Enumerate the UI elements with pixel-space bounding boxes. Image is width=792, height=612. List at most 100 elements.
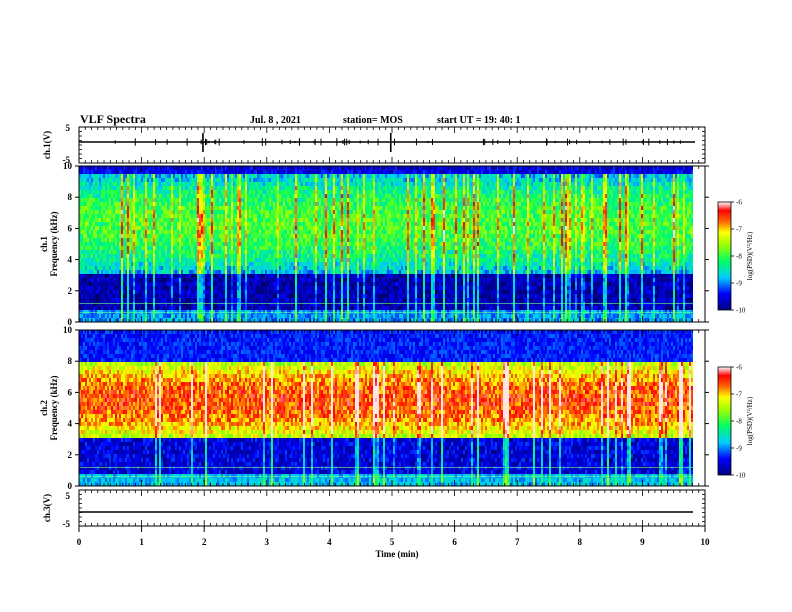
spectrogram-cell	[313, 226, 315, 230]
spectrogram-cell	[251, 242, 253, 246]
spectrogram-cell	[207, 298, 209, 302]
spectrogram-cell	[205, 278, 207, 282]
spectrogram-cell	[281, 190, 283, 194]
spectrogram-cell	[145, 166, 147, 170]
spectrogram-cell	[281, 286, 283, 290]
spectrogram-cell	[307, 182, 309, 186]
spectrogram-cell	[215, 246, 217, 250]
spectrogram-cell	[299, 258, 301, 262]
spectrogram-cell	[285, 310, 287, 314]
spectrogram-cell	[311, 218, 313, 222]
spectrogram-cell	[89, 278, 91, 282]
spectrogram-cell	[289, 174, 291, 178]
spectrogram-cell	[165, 174, 167, 178]
spectrogram-cell	[157, 302, 159, 306]
spectrogram-cell	[311, 290, 313, 294]
spectrogram-cell	[259, 302, 261, 306]
spectrogram-cell	[205, 266, 207, 270]
spectrogram-cell	[107, 274, 109, 278]
spectrogram-cell	[281, 234, 283, 238]
spectrogram-cell	[129, 254, 131, 258]
spectrogram-cell	[293, 218, 295, 222]
spectrogram-cell	[89, 178, 91, 182]
spectrogram-cell	[79, 178, 81, 182]
spectrogram-cell	[189, 298, 191, 302]
spectrogram-cell	[287, 266, 289, 270]
spectrogram-cell	[131, 202, 133, 206]
spectrogram-cell	[113, 246, 115, 250]
spectrogram-cell	[97, 214, 99, 218]
spectrogram-cell	[285, 278, 287, 282]
spectrogram-cell	[315, 222, 317, 226]
spectrogram-cell	[175, 314, 177, 318]
spectrogram-cell	[217, 274, 219, 278]
spectrogram-cell	[89, 310, 91, 314]
spectrogram-cell	[257, 186, 259, 190]
spectrogram-cell	[255, 178, 257, 182]
spectrogram-cell	[191, 302, 193, 306]
spectrogram-cell	[271, 266, 273, 270]
spectrogram-cell	[191, 282, 193, 286]
spectrogram-cell	[157, 278, 159, 282]
spectrogram-cell	[99, 270, 101, 274]
spectrogram-cell	[217, 182, 219, 186]
spectrogram-cell	[129, 214, 131, 218]
spectrogram-cell	[293, 274, 295, 278]
spectrogram-cell	[237, 222, 239, 226]
spectrogram-cell	[125, 294, 127, 298]
spectrogram-cell	[213, 190, 215, 194]
spectrogram-cell	[283, 218, 285, 222]
spectrogram-cell	[239, 258, 241, 262]
spectrogram-cell	[105, 262, 107, 266]
spectrogram-cell	[205, 314, 207, 318]
spectrogram-cell	[169, 246, 171, 250]
spectrogram-cell	[239, 270, 241, 274]
spectrogram-cell	[237, 174, 239, 178]
spectrogram-cell	[205, 246, 207, 250]
spectrogram-cell	[199, 250, 201, 254]
spectrogram-cell	[133, 206, 135, 210]
spectrogram-cell	[325, 222, 327, 226]
spectrogram-cell	[283, 214, 285, 218]
spectrogram-cell	[81, 170, 83, 174]
spectrogram-cell	[133, 230, 135, 234]
spectrogram-cell	[155, 246, 157, 250]
spectrogram-cell	[105, 198, 107, 202]
spectrogram-cell	[183, 210, 185, 214]
spectrogram-cell	[243, 222, 245, 226]
spectrogram-cell	[319, 246, 321, 250]
spectrogram-cell	[97, 254, 99, 258]
spectrogram-cell	[311, 206, 313, 210]
spectrogram-cell	[181, 198, 183, 202]
spectrogram-cell	[197, 278, 199, 282]
spectrogram-cell	[249, 302, 251, 306]
spectrogram-cell	[289, 182, 291, 186]
spectrogram-cell	[209, 214, 211, 218]
spectrogram-cell	[171, 166, 173, 170]
spectrogram-cell	[87, 182, 89, 186]
spectrogram-cell	[279, 202, 281, 206]
spectrogram-cell	[253, 294, 255, 298]
spectrogram-cell	[127, 246, 129, 250]
spectrogram-cell	[121, 186, 123, 190]
spectrogram-cell	[165, 274, 167, 278]
spectrogram-cell	[315, 298, 317, 302]
spectrogram-cell	[169, 270, 171, 274]
spectrogram-cell	[265, 266, 267, 270]
spectrogram-cell	[93, 274, 95, 278]
spectrogram-cell	[201, 206, 203, 210]
spectrogram-cell	[299, 246, 301, 250]
spectrogram-cell	[85, 182, 87, 186]
spectrogram-cell	[261, 302, 263, 306]
spectrogram-cell	[117, 254, 119, 258]
spectrogram-cell	[103, 214, 105, 218]
spectrogram-cell	[217, 310, 219, 314]
spectrogram-cell	[213, 214, 215, 218]
spectrogram-cell	[219, 278, 221, 282]
spectrogram-cell	[143, 226, 145, 230]
spectrogram-cell	[95, 278, 97, 282]
spectrogram-cell	[91, 178, 93, 182]
spectrogram-cell	[151, 170, 153, 174]
spectrogram-cell	[123, 170, 125, 174]
spectrogram-cell	[305, 186, 307, 190]
